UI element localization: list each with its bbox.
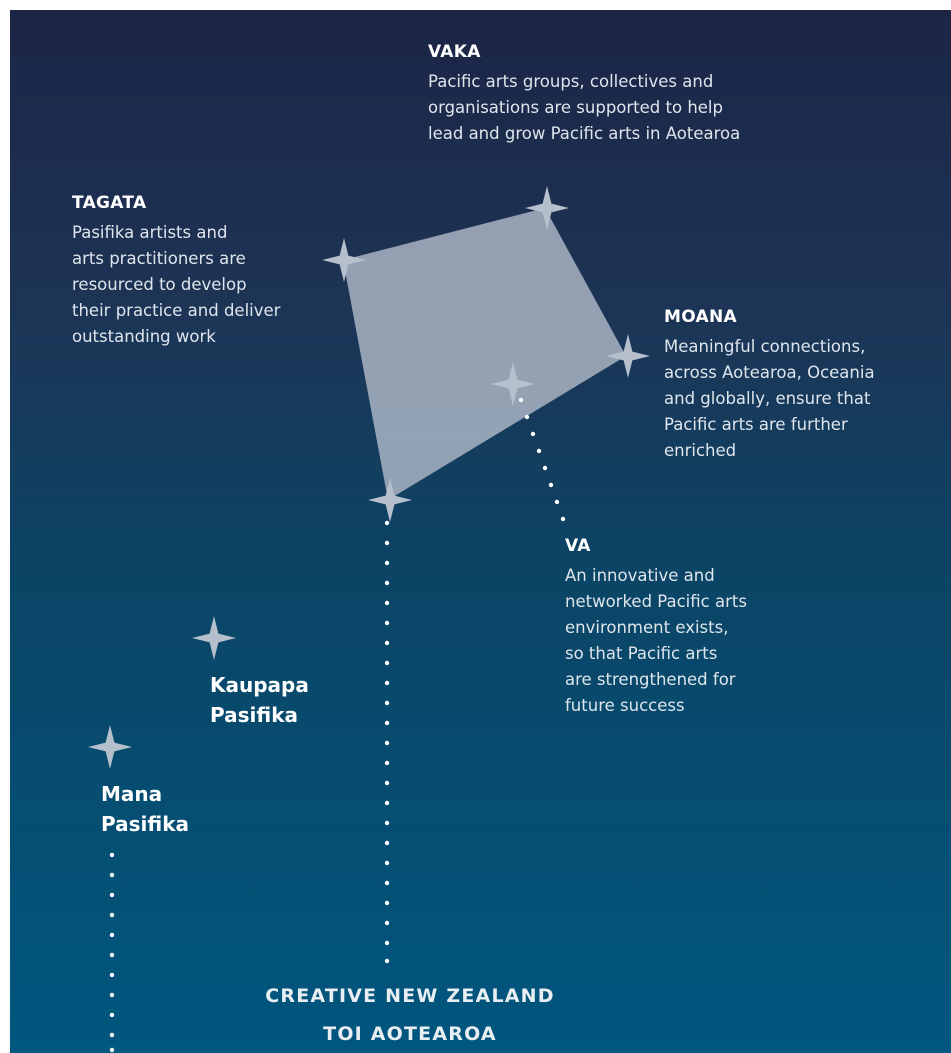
tagata-line: their practice and deliver [72,301,281,320]
vaka-section: VAKA Pacific arts groups, collectives an… [428,42,740,147]
vaka-heading: VAKA [428,42,481,62]
tagata-line: resourced to develop [72,275,247,294]
kaupapa-line: Kaupapa [210,673,309,697]
va-line: networked Pacific arts [565,592,747,611]
vaka-line: lead and grow Pacific arts in Aotearoa [428,124,741,143]
diagram-canvas: VAKA Pacific arts groups, collectives an… [10,10,951,1053]
kaupapa-pasifika-label: Kaupapa Pasifika [210,670,309,730]
moana-line: Pacific arts are further [664,415,848,434]
va-line: so that Pacific arts [565,644,718,663]
kaupapa-line: Pasifika [210,703,298,727]
moana-line: across Aotearoa, Oceania [664,363,875,382]
va-line: are strengthened for [565,670,736,689]
star-icon [88,725,132,769]
vaka-line: organisations are supported to help [428,98,723,117]
mana-pasifika-label: Mana Pasifika [101,779,189,839]
footer-org-subname: TOI AOTEAROA [323,1023,497,1045]
moana-line: Meaningful connections, [664,337,866,356]
moana-heading: MOANA [664,307,737,327]
va-line: environment exists, [565,618,729,637]
string-dots-va [518,397,566,522]
string-dots-center [384,520,390,964]
moana-section: MOANA Meaningful connections, across Aot… [664,307,875,464]
vaka-line: Pacific arts groups, collectives and [428,72,714,91]
mana-line: Mana [101,782,163,806]
moana-line: enriched [664,441,737,460]
tagata-line: outstanding work [72,327,216,346]
moana-line: and globally, ensure that [664,389,871,408]
tagata-line: Pasifika artists and [72,223,228,242]
va-section: VA An innovative and networked Pacific a… [565,536,747,719]
kite-diagram [88,186,650,1053]
footer-org-name: CREATIVE NEW ZEALAND [265,985,555,1007]
kite-shape [343,208,626,500]
star-icon [192,616,236,660]
string-dots-mana [109,852,115,1053]
va-line: An innovative and [565,566,715,585]
tagata-heading: TAGATA [72,193,147,213]
va-line: future success [565,696,685,715]
mana-line: Pasifika [101,812,189,836]
va-heading: VA [565,536,591,556]
tagata-section: TAGATA Pasifika artists and arts practit… [72,193,280,350]
tagata-line: arts practitioners are [72,249,246,268]
